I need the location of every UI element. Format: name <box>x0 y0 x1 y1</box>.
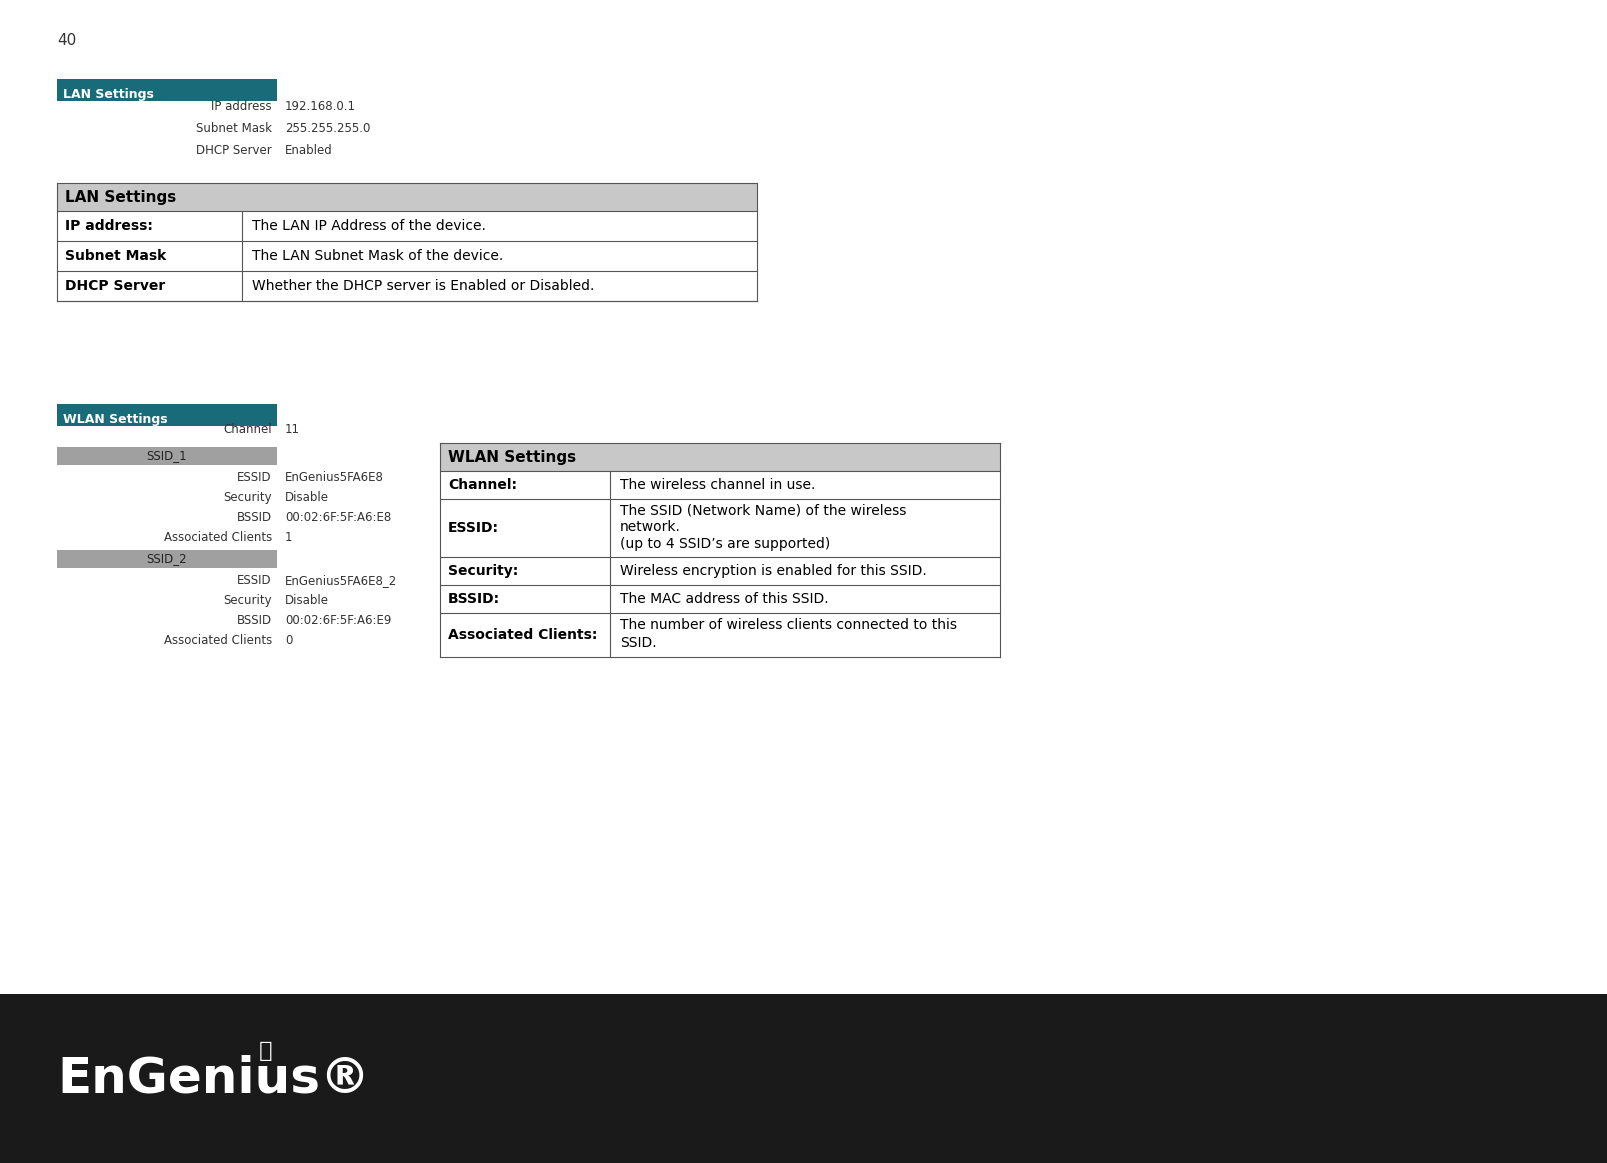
Text: IP address:: IP address: <box>64 219 153 233</box>
Text: The number of wireless clients connected to this: The number of wireless clients connected… <box>620 619 958 633</box>
Text: SSID_2: SSID_2 <box>146 552 188 565</box>
Bar <box>56 404 276 426</box>
Text: network.: network. <box>620 520 681 534</box>
Text: The LAN IP Address of the device.: The LAN IP Address of the device. <box>252 219 485 233</box>
Bar <box>440 443 1000 471</box>
Text: BSSID: BSSID <box>236 511 272 525</box>
Bar <box>0 994 1607 1163</box>
Text: (up to 4 SSID’s are supported): (up to 4 SSID’s are supported) <box>620 537 831 551</box>
Text: ESSID:: ESSID: <box>448 521 500 535</box>
Bar <box>56 79 276 101</box>
Text: Disable: Disable <box>284 594 329 607</box>
Text: ESSID: ESSID <box>238 471 272 484</box>
Text: The SSID (Network Name) of the wireless: The SSID (Network Name) of the wireless <box>620 504 906 518</box>
Text: Channel:: Channel: <box>448 478 517 492</box>
Text: Associated Clients: Associated Clients <box>164 531 272 544</box>
Text: Associated Clients: Associated Clients <box>164 634 272 647</box>
Text: DHCP Server: DHCP Server <box>64 279 166 293</box>
Text: 1: 1 <box>284 531 292 544</box>
Text: Subnet Mask: Subnet Mask <box>196 122 272 135</box>
Text: Subnet Mask: Subnet Mask <box>64 249 166 263</box>
Text: The MAC address of this SSID.: The MAC address of this SSID. <box>620 592 829 606</box>
Text: The wireless channel in use.: The wireless channel in use. <box>620 478 815 492</box>
Bar <box>56 550 276 568</box>
Text: SSID_1: SSID_1 <box>146 450 188 463</box>
Text: LAN Settings: LAN Settings <box>64 190 177 205</box>
Text: EnGenius®: EnGenius® <box>56 1055 370 1103</box>
Text: 00:02:6F:5F:A6:E9: 00:02:6F:5F:A6:E9 <box>284 614 392 627</box>
Text: 11: 11 <box>284 423 301 436</box>
Text: Security: Security <box>223 594 272 607</box>
Text: WLAN Settings: WLAN Settings <box>63 413 167 426</box>
Text: BSSID: BSSID <box>236 614 272 627</box>
Text: 0: 0 <box>284 634 292 647</box>
Bar <box>56 183 757 211</box>
Text: Security:: Security: <box>448 564 517 578</box>
Text: 192.168.0.1: 192.168.0.1 <box>284 100 357 113</box>
Text: SSID.: SSID. <box>620 636 657 650</box>
Text: The LAN Subnet Mask of the device.: The LAN Subnet Mask of the device. <box>252 249 503 263</box>
Bar <box>56 447 276 465</box>
Text: IP address: IP address <box>212 100 272 113</box>
Text: Whether the DHCP server is Enabled or Disabled.: Whether the DHCP server is Enabled or Di… <box>252 279 595 293</box>
Text: 40: 40 <box>56 33 76 48</box>
Text: 255.255.255.0: 255.255.255.0 <box>284 122 370 135</box>
Text: Disable: Disable <box>284 491 329 504</box>
Text: Associated Clients:: Associated Clients: <box>448 628 598 642</box>
Text: ⛶: ⛶ <box>252 1041 273 1061</box>
Text: BSSID:: BSSID: <box>448 592 500 606</box>
Text: DHCP Server: DHCP Server <box>196 144 272 157</box>
Text: LAN Settings: LAN Settings <box>63 88 154 101</box>
Text: 00:02:6F:5F:A6:E8: 00:02:6F:5F:A6:E8 <box>284 511 391 525</box>
Text: WLAN Settings: WLAN Settings <box>448 450 577 464</box>
Text: Wireless encryption is enabled for this SSID.: Wireless encryption is enabled for this … <box>620 564 927 578</box>
Text: EnGenius5FA6E8_2: EnGenius5FA6E8_2 <box>284 575 397 587</box>
Text: Security: Security <box>223 491 272 504</box>
Text: EnGenius5FA6E8: EnGenius5FA6E8 <box>284 471 384 484</box>
Text: Enabled: Enabled <box>284 144 333 157</box>
Text: ESSID: ESSID <box>238 575 272 587</box>
Text: Channel: Channel <box>223 423 272 436</box>
